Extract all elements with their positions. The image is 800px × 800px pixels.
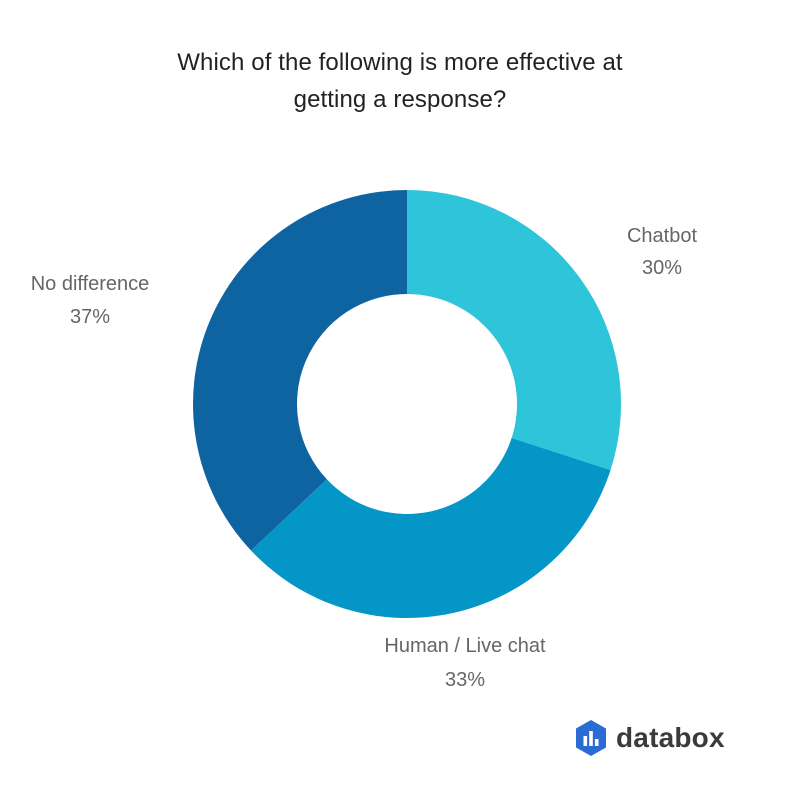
- slice-value-label: 37%: [70, 306, 110, 328]
- slice-value-label: 33%: [445, 669, 485, 691]
- chart-title-line-1: Which of the following is more effective…: [177, 49, 623, 76]
- slice-label: Chatbot: [627, 225, 697, 247]
- slice-label: No difference: [31, 273, 150, 295]
- slice-chatbot: [407, 190, 621, 471]
- chart-title-line-2: getting a response?: [293, 86, 507, 113]
- chart-title: Which of the following is more effective…: [0, 44, 800, 118]
- databox-logo-icon: [576, 720, 606, 756]
- slice-no-difference: [192, 190, 407, 551]
- slice-value-label: 30%: [642, 257, 682, 279]
- slice-label: Human / Live chat: [384, 635, 546, 657]
- slice-human-live-chat: [251, 437, 611, 619]
- databox-logo: databox: [574, 718, 725, 758]
- databox-logo-text: databox: [616, 722, 725, 753]
